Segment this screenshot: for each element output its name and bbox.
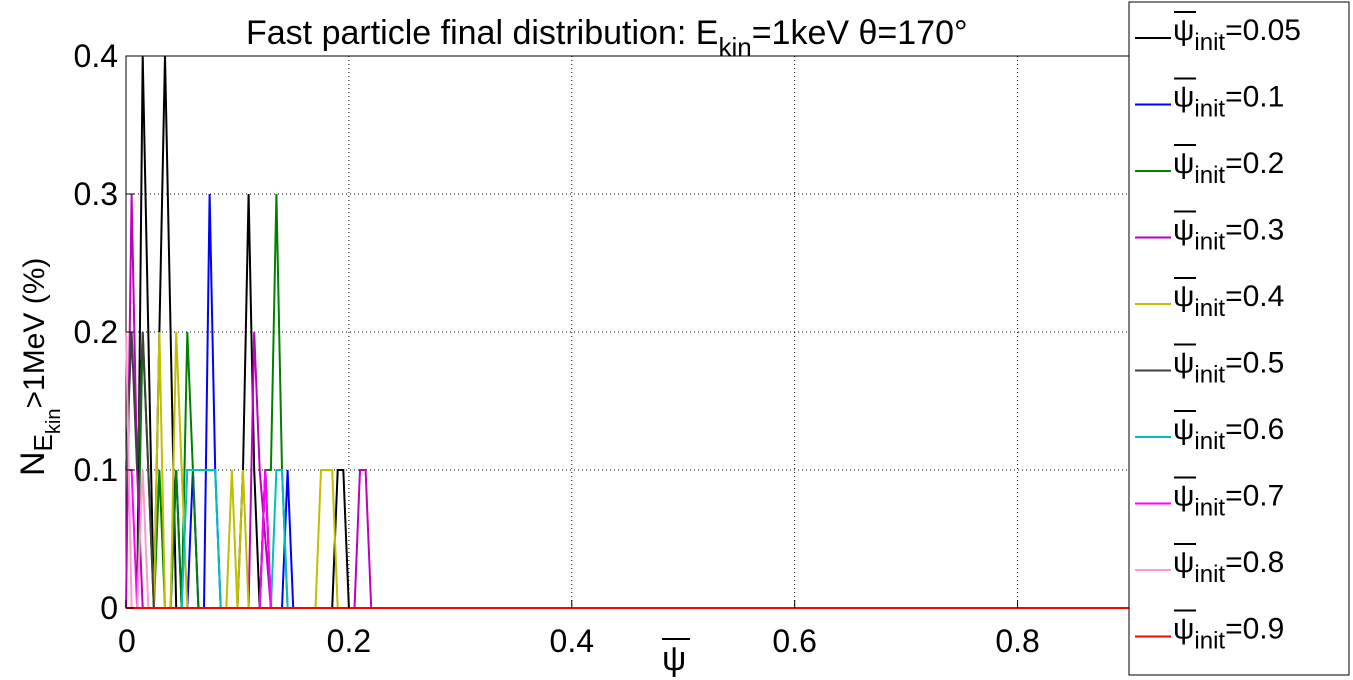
series-line-1 xyxy=(169,193,1129,609)
legend-label-6: ψinit=0.6 xyxy=(1173,413,1284,455)
legend-label-0: ψinit=0.05 xyxy=(1173,14,1301,56)
chart-title-main: Fast particle final distribution: E xyxy=(246,14,718,52)
chart-title-sub: kin xyxy=(718,32,751,62)
series-line-3 xyxy=(125,193,1129,609)
chart-title: Fast particle final distribution: Ekin=1… xyxy=(246,14,968,62)
x-tick-label: 0.2 xyxy=(327,623,371,659)
x-axis-label: ψ xyxy=(662,638,690,678)
legend-label-7: ψinit=0.7 xyxy=(1173,480,1284,522)
x-tick-label: 0 xyxy=(118,623,136,659)
legend-label-4: ψinit=0.4 xyxy=(1173,280,1284,322)
y-axis-label-subsub: kin xyxy=(43,409,65,435)
legend-label-5: ψinit=0.5 xyxy=(1173,347,1284,389)
series-line-6 xyxy=(180,469,1129,609)
legend-box xyxy=(1128,1,1350,676)
y-tick-label: 0.3 xyxy=(74,176,118,212)
y-axis-label-rest: >1MeV (%) xyxy=(18,258,51,409)
series-group xyxy=(125,55,1129,609)
x-tick-label: 0.4 xyxy=(550,623,594,659)
legend-label-2: ψinit=0.2 xyxy=(1173,147,1284,189)
legend-label-3: ψinit=0.3 xyxy=(1173,214,1284,256)
y-tick-label: 0.1 xyxy=(74,452,118,488)
chart-title-rest: =1keV θ=170° xyxy=(752,14,968,52)
ticks: 0 0.2 0.4 0.6 0.8 0 0.1 0.2 0.3 0.4 xyxy=(74,38,1040,659)
y-axis-label-sub: E xyxy=(28,434,58,451)
y-tick-label: 0 xyxy=(100,590,118,626)
x-axis-label-text: ψ xyxy=(662,640,686,678)
legend: ψinit=0.05 ψinit=0.1 ψinit=0.2 ψinit=0.3 ψin… xyxy=(1128,1,1350,676)
y-axis-label-main: N xyxy=(14,451,52,476)
y-tick-label: 0.4 xyxy=(74,38,118,74)
x-tick-label: 0.8 xyxy=(995,623,1039,659)
x-tick-label: 0.6 xyxy=(772,623,816,659)
legend-label-8: ψinit=0.8 xyxy=(1173,546,1284,588)
grid xyxy=(126,55,1129,608)
legend-label-9: ψinit=0.9 xyxy=(1173,613,1284,655)
y-axis-label: NEkin>1MeV (%) xyxy=(14,258,65,476)
legend-label-1: ψinit=0.1 xyxy=(1173,81,1284,123)
y-tick-label: 0.2 xyxy=(74,314,118,350)
